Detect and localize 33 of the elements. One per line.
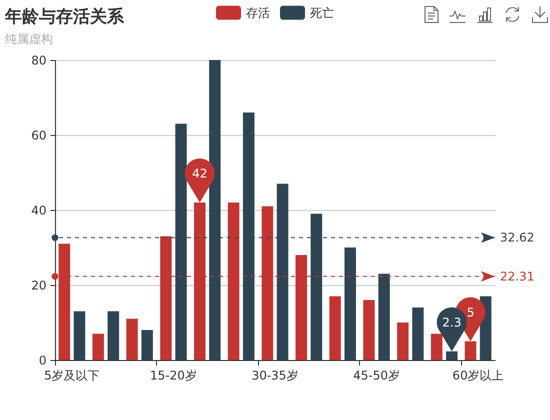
bar <box>412 308 424 360</box>
data-label: 42 <box>192 166 208 180</box>
ref-line-label: 32.62 <box>500 230 534 245</box>
y-tick-label: 0 <box>38 354 46 368</box>
bar <box>363 300 375 360</box>
bar <box>141 330 153 360</box>
bar <box>344 248 356 360</box>
y-tick-label: 60 <box>31 128 46 142</box>
bar <box>430 334 442 360</box>
bar <box>446 351 458 360</box>
y-tick-label: 40 <box>31 204 46 218</box>
bar <box>378 274 390 360</box>
legend-label: 死亡 <box>310 6 334 20</box>
x-tick-label: 45-50岁 <box>353 368 400 382</box>
bar <box>92 334 104 360</box>
y-tick-label: 80 <box>31 54 46 68</box>
bar <box>397 322 409 360</box>
bar <box>126 318 138 360</box>
x-tick-label: 5岁及以下 <box>44 368 100 382</box>
x-tick-label: 30-35岁 <box>252 368 298 382</box>
ref-line-label: 22.31 <box>500 269 534 284</box>
bar <box>329 296 341 360</box>
chart-subtitle: 纯属虚构 <box>5 32 53 46</box>
x-tick-label: 60岁以上 <box>452 368 504 382</box>
y-tick-label: 20 <box>31 278 46 292</box>
bar <box>74 311 86 360</box>
bar <box>108 311 120 360</box>
data-label: 2.3 <box>442 315 462 330</box>
chart-title: 年龄与存活关系 <box>4 7 125 27</box>
legend-label: 存活 <box>246 6 270 20</box>
bar <box>464 341 476 360</box>
data-label: 5 <box>466 305 474 320</box>
x-tick-label: 15-20岁 <box>150 368 197 382</box>
